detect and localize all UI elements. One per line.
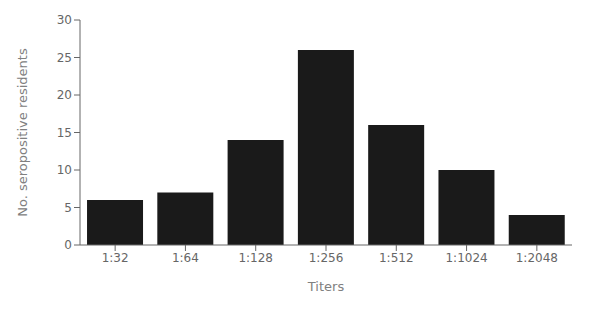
- svg-text:10: 10: [57, 163, 72, 177]
- svg-text:1:128: 1:128: [238, 251, 273, 265]
- svg-text:Titers: Titers: [307, 279, 345, 294]
- svg-text:25: 25: [57, 51, 72, 65]
- svg-text:1:1024: 1:1024: [445, 251, 487, 265]
- svg-text:30: 30: [57, 13, 72, 27]
- svg-text:1:2048: 1:2048: [516, 251, 558, 265]
- svg-text:No. seropositive residents: No. seropositive residents: [15, 48, 30, 217]
- svg-text:1:256: 1:256: [309, 251, 344, 265]
- svg-text:0: 0: [64, 238, 72, 252]
- svg-text:1:512: 1:512: [379, 251, 414, 265]
- svg-text:1:32: 1:32: [102, 251, 129, 265]
- svg-text:15: 15: [57, 126, 72, 140]
- svg-text:5: 5: [64, 201, 72, 215]
- svg-text:20: 20: [57, 88, 72, 102]
- svg-text:1:64: 1:64: [172, 251, 199, 265]
